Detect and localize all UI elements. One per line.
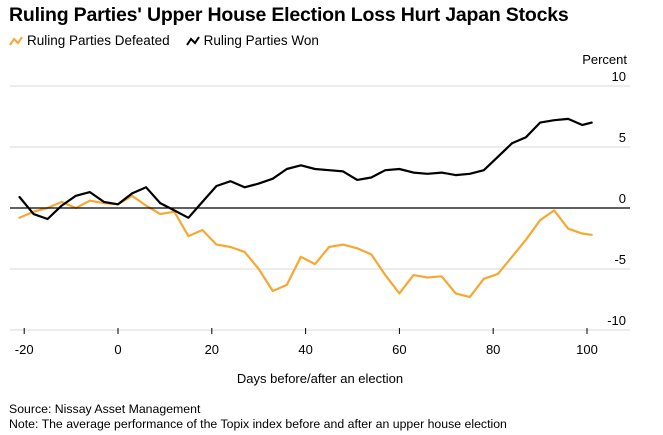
x-tick-label: 80 (486, 342, 500, 357)
note-text: Note: The average performance of the Top… (9, 417, 507, 431)
y-unit-label: Percent (582, 52, 627, 67)
x-tick-label: 100 (576, 342, 598, 357)
y-tick-label: 5 (619, 130, 626, 145)
x-tick-label: 40 (298, 342, 312, 357)
legend-label-won: Ruling Parties Won (203, 33, 319, 48)
y-tick-label: -10 (607, 313, 626, 328)
y-tick-label: 10 (612, 69, 626, 84)
legend-item-defeated: Ruling Parties Defeated (9, 33, 170, 48)
y-tick-label: 0 (619, 191, 626, 206)
x-tick-label: 0 (114, 342, 121, 357)
y-tick-label: -5 (614, 252, 626, 267)
legend-item-won: Ruling Parties Won (185, 33, 319, 48)
series-line-defeated (18, 194, 593, 299)
x-axis-label-text: Days before/after an election (236, 371, 404, 386)
x-tick-label: 20 (205, 342, 219, 357)
legend: Ruling Parties Defeated Ruling Parties W… (9, 33, 319, 48)
source-text: Source: Nissay Asset Management (9, 402, 201, 416)
legend-swatch-won (185, 35, 200, 46)
chart-title: Ruling Parties' Upper House Election Los… (9, 4, 569, 26)
footnotes: Source: Nissay Asset Management Note: Th… (9, 402, 507, 432)
legend-label-defeated: Ruling Parties Defeated (27, 33, 170, 48)
x-axis-label: Days before/after an election (0, 371, 640, 386)
series-line-won (18, 117, 593, 221)
legend-swatch-defeated (9, 35, 23, 46)
x-tick-label: -20 (15, 342, 34, 357)
x-tick-label: 60 (392, 342, 406, 357)
